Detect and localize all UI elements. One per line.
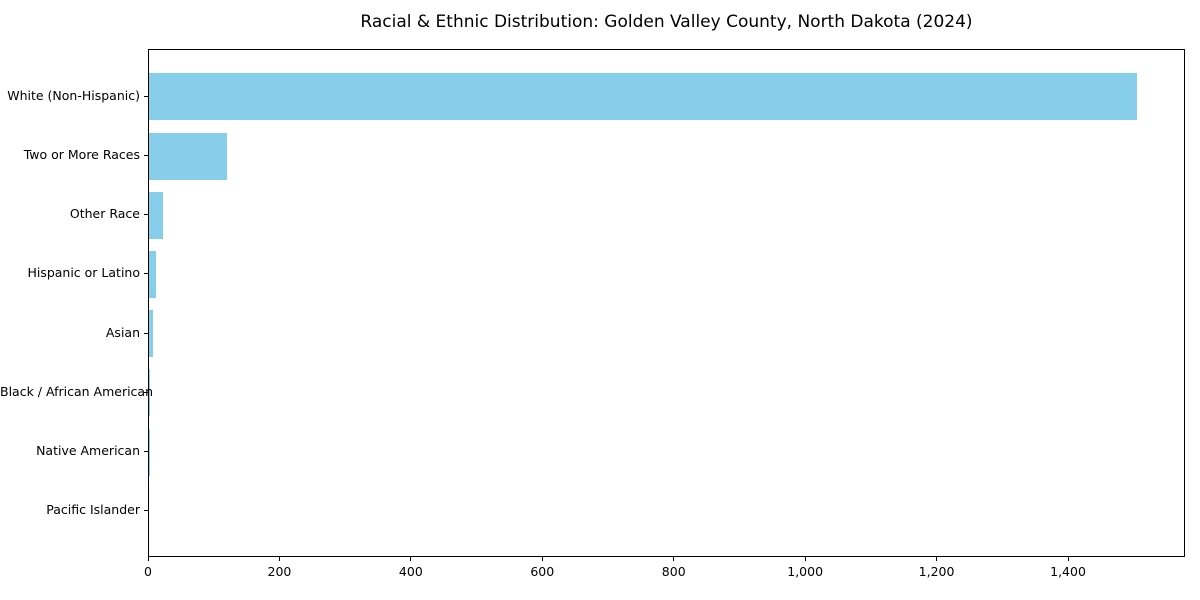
y-axis-label: White (Non-Hispanic) (7, 87, 140, 103)
y-tick-mark (144, 214, 148, 216)
x-tick-label: 600 (530, 564, 555, 579)
y-tick-mark (144, 273, 148, 275)
x-tick-mark (673, 557, 675, 561)
x-tick-label: 400 (398, 564, 423, 579)
x-tick-label: 1,000 (787, 564, 824, 579)
y-axis-label: Black / African American (0, 383, 154, 399)
x-tick-label: 1,200 (918, 564, 955, 579)
x-tick-mark (804, 557, 806, 561)
y-tick-mark (144, 510, 148, 512)
bar-white-non-hispanic (149, 73, 1137, 121)
x-tick-label: 1,400 (1050, 564, 1086, 579)
y-axis-label: Hispanic or Latino (27, 265, 140, 281)
y-axis-label: Asian (105, 324, 140, 340)
x-tick-mark (1067, 557, 1069, 561)
x-tick-label: 200 (267, 564, 292, 579)
bar-hispanic-or-latino (149, 250, 156, 298)
bar-asian (149, 310, 153, 358)
x-tick-label: 800 (661, 564, 686, 579)
x-tick-mark (541, 557, 543, 561)
y-tick-mark (144, 391, 148, 393)
chart-title: Racial & Ethnic Distribution: Golden Val… (360, 12, 973, 32)
bar-native-american (149, 428, 150, 476)
bar-other-race (149, 191, 164, 239)
y-tick-mark (144, 332, 148, 334)
y-axis-label: Other Race (69, 206, 140, 222)
y-axis-label: Pacific Islander (46, 502, 140, 518)
bar-black-african-american (149, 369, 151, 417)
y-tick-mark (144, 95, 148, 97)
bar-two-or-more-races (149, 132, 227, 180)
plot-area (148, 49, 1185, 557)
y-axis-label: Two or More Races (23, 147, 140, 163)
x-tick-mark (147, 557, 149, 561)
x-tick-label: 0 (144, 564, 152, 579)
x-tick-mark (410, 557, 412, 561)
y-axis-label: Native American (36, 443, 140, 459)
x-tick-mark (278, 557, 280, 561)
x-tick-mark (936, 557, 938, 561)
y-tick-mark (144, 155, 148, 157)
y-tick-mark (144, 451, 148, 453)
